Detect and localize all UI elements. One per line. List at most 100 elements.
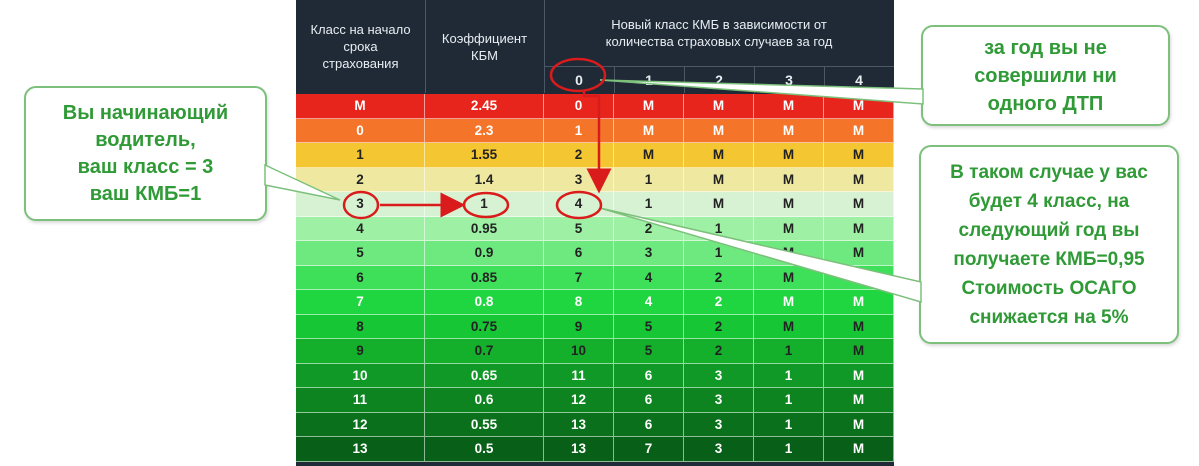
cell-new-class: М <box>614 143 684 168</box>
cell-class: 13 <box>296 437 425 462</box>
cell-new-class: 9 <box>544 314 614 339</box>
table-row: 1 1.55 2 М М М М <box>296 143 894 168</box>
cell-new-class: М <box>824 94 894 119</box>
callout-line: ваш класс = 3 <box>77 155 214 178</box>
cell-new-class: 7 <box>614 437 684 462</box>
cell-class: 5 <box>296 241 425 266</box>
cell-new-class: 3 <box>544 167 614 192</box>
cell-new-class: М <box>754 118 824 143</box>
cell-new-class: 3 <box>684 412 754 437</box>
cell-new-class: 10 <box>544 339 614 364</box>
cell-new-class: 5 <box>614 339 684 364</box>
cell-kbm: 0.7 <box>425 339 544 364</box>
cell-new-class: 2 <box>684 339 754 364</box>
table-row: 2 1.4 3 1 М М М <box>296 167 894 192</box>
cell-new-class: М <box>824 241 894 266</box>
cell-class: 10 <box>296 363 425 388</box>
cell-class: 3 <box>296 192 425 217</box>
kbm-table: Класс на начало срока страхования Коэффи… <box>296 0 894 466</box>
cell-new-class: 6 <box>544 241 614 266</box>
cell-new-class: 1 <box>614 167 684 192</box>
cell-kbm: 0.6 <box>425 388 544 413</box>
cell-class: М <box>296 94 425 119</box>
cell-new-class: М <box>824 412 894 437</box>
cell-class: 1 <box>296 143 425 168</box>
cell-new-class: 0 <box>544 94 614 119</box>
cell-kbm: 0.8 <box>425 290 544 315</box>
cell-new-class: 2 <box>544 143 614 168</box>
callout-result: В таком случае у вас будет 4 класс, на с… <box>919 145 1179 344</box>
cell-new-class: 12 <box>544 388 614 413</box>
cell-new-class: М <box>824 339 894 364</box>
callout-line: за год вы не <box>984 36 1107 59</box>
cell-new-class: М <box>614 94 684 119</box>
cell-new-class: М <box>754 290 824 315</box>
cell-kbm: 0.5 <box>425 437 544 462</box>
cell-kbm: 1.55 <box>425 143 544 168</box>
callout-no-accidents: за год вы не совершили ни одного ДТП <box>921 25 1170 126</box>
header-new-class: Новый класс КМБ в зависимости от количес… <box>605 17 833 49</box>
table-row: 4 0.95 5 2 1 М М <box>296 216 894 241</box>
cell-new-class: М <box>754 94 824 119</box>
cell-new-class: 13 <box>544 412 614 437</box>
table-row: 9 0.7 10 5 2 1 М <box>296 339 894 364</box>
cell-new-class: М <box>824 388 894 413</box>
cell-new-class: М <box>824 143 894 168</box>
cell-new-class: М <box>754 167 824 192</box>
cell-new-class: 5 <box>614 314 684 339</box>
cell-new-class: М <box>754 265 824 290</box>
cell-new-class: М <box>754 314 824 339</box>
cell-class: 2 <box>296 167 425 192</box>
cell-new-class: 1 <box>754 388 824 413</box>
cell-new-class: 3 <box>684 388 754 413</box>
cell-new-class: 6 <box>614 363 684 388</box>
cell-new-class: 6 <box>614 388 684 413</box>
table-row: 6 0.85 7 4 2 М М <box>296 265 894 290</box>
header-claims-4: 4 <box>855 71 863 88</box>
cell-class: 7 <box>296 290 425 315</box>
cell-class: 11 <box>296 388 425 413</box>
table-row: 11 0.6 12 6 3 1 М <box>296 388 894 413</box>
cell-kbm: 2.3 <box>425 118 544 143</box>
cell-new-class: 3 <box>684 363 754 388</box>
cell-new-class: 1 <box>754 437 824 462</box>
cell-class: 0 <box>296 118 425 143</box>
cell-new-class: 2 <box>614 216 684 241</box>
callout-line: следующий год вы <box>958 219 1140 241</box>
cell-class: 9 <box>296 339 425 364</box>
cell-new-class: М <box>824 314 894 339</box>
table-row: 0 2.3 1 М М М М <box>296 118 894 143</box>
cell-new-class: 13 <box>544 437 614 462</box>
table-row: 10 0.65 11 6 3 1 М <box>296 363 894 388</box>
cell-kbm: 0.65 <box>425 363 544 388</box>
cell-kbm: 0.55 <box>425 412 544 437</box>
cell-new-class: М <box>824 437 894 462</box>
cell-new-class: М <box>754 241 824 266</box>
header-claims-2: 2 <box>715 71 723 88</box>
cell-kbm: 0.9 <box>425 241 544 266</box>
cell-new-class: 3 <box>684 437 754 462</box>
table-row: М 2.45 0 М М М М <box>296 94 894 119</box>
cell-new-class: М <box>684 192 754 217</box>
header-claims-1: 1 <box>645 71 653 88</box>
cell-new-class: 1 <box>544 118 614 143</box>
cell-new-class: 2 <box>684 290 754 315</box>
cell-kbm: 0.85 <box>425 265 544 290</box>
table-row: 7 0.8 8 4 2 М М <box>296 290 894 315</box>
cell-new-class: М <box>754 216 824 241</box>
cell-class: 6 <box>296 265 425 290</box>
cell-kbm: 2.45 <box>425 94 544 119</box>
cell-new-class: 1 <box>754 412 824 437</box>
callout-line: ваш КМБ=1 <box>89 182 202 205</box>
cell-new-class: М <box>614 118 684 143</box>
callout-line: будет 4 класс, на <box>968 190 1130 212</box>
cell-new-class: 1 <box>684 241 754 266</box>
header-claims-0: 0 <box>575 71 583 88</box>
cell-new-class: М <box>684 143 754 168</box>
header-coefficient: Коэффициент КБМ <box>441 30 528 63</box>
cell-kbm: 0.75 <box>425 314 544 339</box>
cell-new-class: 5 <box>544 216 614 241</box>
cell-kbm: 1.4 <box>425 167 544 192</box>
cell-new-class: М <box>824 167 894 192</box>
